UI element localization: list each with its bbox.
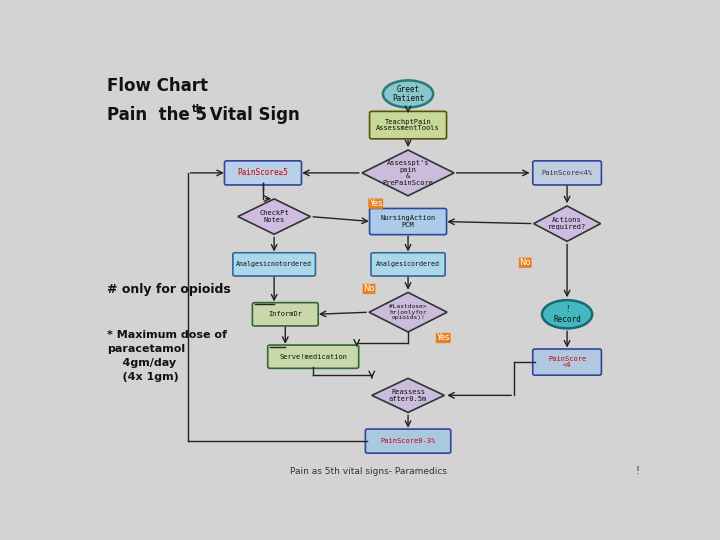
- Text: * Maximum dose of
paracetamol
    4gm/day
    (4x 1gm): * Maximum dose of paracetamol 4gm/day (4…: [107, 330, 227, 382]
- Text: Yes: Yes: [369, 199, 382, 208]
- FancyBboxPatch shape: [533, 161, 601, 185]
- Text: th: th: [192, 104, 203, 114]
- Text: Actions
required?: Actions required?: [548, 218, 586, 230]
- FancyBboxPatch shape: [253, 302, 318, 326]
- Text: PainScore
<4: PainScore <4: [548, 356, 586, 368]
- Text: Assesspt's
pain
&
PrePainScore: Assesspt's pain & PrePainScore: [382, 160, 433, 186]
- Polygon shape: [362, 150, 454, 196]
- FancyBboxPatch shape: [225, 161, 302, 185]
- Polygon shape: [369, 293, 447, 332]
- FancyBboxPatch shape: [369, 111, 446, 139]
- Ellipse shape: [542, 300, 592, 328]
- Text: Analgesicnotordered: Analgesicnotordered: [236, 261, 312, 267]
- Text: #Lastdose>
hr(onlyfor
opioids)!: #Lastdose> hr(onlyfor opioids)!: [390, 305, 427, 320]
- Text: Analgesicordered: Analgesicordered: [376, 261, 440, 267]
- Text: CheckPt
Notes: CheckPt Notes: [259, 210, 289, 223]
- Polygon shape: [534, 206, 600, 241]
- Text: No: No: [520, 258, 531, 267]
- Text: No: No: [364, 285, 374, 293]
- Text: PainScore≥5: PainScore≥5: [238, 168, 289, 178]
- Polygon shape: [372, 379, 444, 413]
- FancyBboxPatch shape: [371, 253, 445, 276]
- FancyBboxPatch shape: [533, 349, 601, 375]
- Text: NursingAction
PCM: NursingAction PCM: [380, 215, 436, 228]
- Ellipse shape: [383, 80, 433, 107]
- FancyBboxPatch shape: [233, 253, 315, 276]
- Text: Flow Chart: Flow Chart: [107, 77, 208, 95]
- Text: Yes: Yes: [436, 334, 450, 342]
- Text: # only for opioids: # only for opioids: [107, 283, 230, 296]
- Text: Reassess
after0.5m: Reassess after0.5m: [389, 389, 427, 402]
- Text: !: !: [636, 465, 639, 476]
- Text: PainScore<4%: PainScore<4%: [541, 170, 593, 176]
- Text: Greet
Patient: Greet Patient: [392, 85, 424, 103]
- FancyBboxPatch shape: [369, 208, 446, 235]
- Text: Vital Sign: Vital Sign: [204, 106, 300, 124]
- Text: Serve!medication: Serve!medication: [279, 354, 347, 360]
- FancyBboxPatch shape: [365, 429, 451, 453]
- Text: InformDr: InformDr: [269, 311, 302, 318]
- Text: TeachptPain
AssessmentTools: TeachptPain AssessmentTools: [376, 119, 440, 131]
- Text: Pain  the 5: Pain the 5: [107, 106, 207, 124]
- FancyBboxPatch shape: [268, 345, 359, 368]
- Polygon shape: [238, 199, 310, 234]
- Text: Pain as 5th vital signs- Paramedics: Pain as 5th vital signs- Paramedics: [290, 467, 448, 476]
- Text: PainScore0-3%: PainScore0-3%: [380, 438, 436, 444]
- Text: !
Record: ! Record: [553, 305, 581, 323]
